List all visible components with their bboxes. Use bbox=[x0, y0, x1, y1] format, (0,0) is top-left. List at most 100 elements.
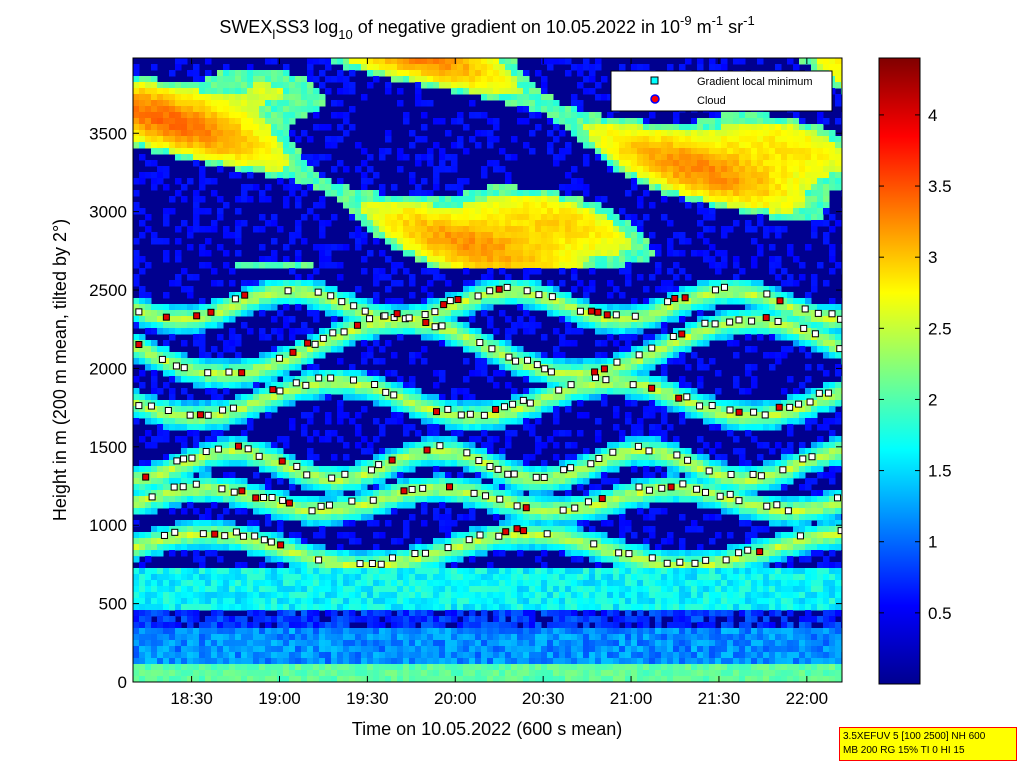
heatmap-cell bbox=[187, 358, 194, 365]
heatmap-cell bbox=[271, 286, 278, 293]
heatmap-cell bbox=[355, 58, 362, 65]
heatmap-cell bbox=[289, 172, 296, 179]
heatmap-cell bbox=[379, 652, 386, 659]
heatmap-cell bbox=[343, 88, 350, 95]
heatmap-cell bbox=[529, 214, 536, 221]
heatmap-cell bbox=[361, 652, 368, 659]
heatmap-cell bbox=[277, 82, 284, 89]
heatmap-cell bbox=[295, 76, 302, 83]
heatmap-cell bbox=[223, 580, 230, 587]
heatmap-cell bbox=[295, 532, 302, 539]
heatmap-cell bbox=[439, 154, 446, 161]
heatmap-cell bbox=[427, 670, 434, 677]
heatmap-cell bbox=[139, 532, 146, 539]
heatmap-cell bbox=[187, 106, 194, 113]
heatmap-cell bbox=[379, 676, 386, 682]
heatmap-cell bbox=[259, 574, 266, 581]
heatmap-cell bbox=[523, 70, 530, 77]
heatmap-cell bbox=[475, 280, 482, 287]
heatmap-cell bbox=[433, 646, 440, 653]
heatmap-cell bbox=[535, 250, 542, 257]
heatmap-cell bbox=[265, 496, 272, 503]
heatmap-cell bbox=[205, 676, 212, 682]
heatmap-cell bbox=[445, 400, 452, 407]
heatmap-cell bbox=[463, 424, 470, 431]
heatmap-cell bbox=[355, 472, 362, 479]
heatmap-cell bbox=[265, 520, 272, 527]
heatmap-cell bbox=[205, 148, 212, 155]
heatmap-cell bbox=[379, 574, 386, 581]
heatmap-cell bbox=[301, 388, 308, 395]
heatmap-cell bbox=[169, 412, 176, 419]
heatmap-cell bbox=[319, 580, 326, 587]
heatmap-cell bbox=[319, 370, 326, 377]
heatmap-cell bbox=[229, 592, 236, 599]
heatmap-cell bbox=[217, 310, 224, 317]
heatmap-cell bbox=[247, 676, 254, 682]
heatmap-cell bbox=[307, 166, 314, 173]
heatmap-cell bbox=[163, 484, 170, 491]
heatmap-cell bbox=[163, 580, 170, 587]
heatmap-cell bbox=[253, 394, 260, 401]
heatmap-cell bbox=[469, 328, 476, 335]
heatmap-cell bbox=[265, 172, 272, 179]
heatmap-cell bbox=[259, 196, 266, 203]
heatmap-cell bbox=[175, 64, 182, 71]
heatmap-cell bbox=[505, 316, 512, 323]
heatmap-cell bbox=[391, 562, 398, 569]
heatmap-cell bbox=[187, 646, 194, 653]
heatmap-cell bbox=[373, 532, 380, 539]
heatmap-cell bbox=[157, 322, 164, 329]
heatmap-cell bbox=[193, 64, 200, 71]
heatmap-cell bbox=[139, 550, 146, 557]
heatmap-cell bbox=[325, 346, 332, 353]
heatmap-cell bbox=[157, 550, 164, 557]
heatmap-cell bbox=[475, 628, 482, 635]
heatmap-cell bbox=[145, 346, 152, 353]
heatmap-cell bbox=[175, 484, 182, 491]
heatmap-cell bbox=[253, 568, 260, 575]
heatmap-cell bbox=[139, 286, 146, 293]
heatmap-cell bbox=[175, 274, 182, 281]
heatmap-cell bbox=[487, 592, 494, 599]
heatmap-cell bbox=[181, 136, 188, 143]
heatmap-cell bbox=[463, 70, 470, 77]
heatmap-cell bbox=[313, 454, 320, 461]
heatmap-cell bbox=[265, 286, 272, 293]
heatmap-cell bbox=[133, 520, 140, 527]
heatmap-cell bbox=[193, 100, 200, 107]
heatmap-cell bbox=[313, 628, 320, 635]
heatmap-cell bbox=[373, 388, 380, 395]
heatmap-cell bbox=[325, 88, 332, 95]
heatmap-cell bbox=[541, 568, 548, 575]
heatmap-cell bbox=[415, 652, 422, 659]
heatmap-cell bbox=[499, 490, 506, 497]
heatmap-cell bbox=[259, 328, 266, 335]
heatmap-cell bbox=[169, 454, 176, 461]
heatmap-cell bbox=[421, 76, 428, 83]
heatmap-cell bbox=[457, 586, 464, 593]
heatmap-cell bbox=[211, 664, 218, 671]
heatmap-cell bbox=[487, 130, 494, 137]
heatmap-cell bbox=[403, 478, 410, 485]
heatmap-cell bbox=[463, 454, 470, 461]
heatmap-cell bbox=[427, 316, 434, 323]
heatmap-cell bbox=[253, 376, 260, 383]
heatmap-cell bbox=[295, 670, 302, 677]
heatmap-cell bbox=[385, 508, 392, 515]
heatmap-cell bbox=[319, 622, 326, 629]
heatmap-cell bbox=[307, 172, 314, 179]
heatmap-cell bbox=[169, 544, 176, 551]
heatmap-cell bbox=[475, 580, 482, 587]
heatmap-cell bbox=[463, 346, 470, 353]
heatmap-cell bbox=[433, 424, 440, 431]
heatmap-cell bbox=[145, 442, 152, 449]
heatmap-cell bbox=[529, 424, 536, 431]
heatmap-cell bbox=[253, 148, 260, 155]
heatmap-cell bbox=[379, 448, 386, 455]
heatmap-cell bbox=[325, 388, 332, 395]
heatmap-cell bbox=[289, 562, 296, 569]
heatmap-cell bbox=[541, 592, 548, 599]
heatmap-cell bbox=[265, 382, 272, 389]
heatmap-cell bbox=[211, 412, 218, 419]
